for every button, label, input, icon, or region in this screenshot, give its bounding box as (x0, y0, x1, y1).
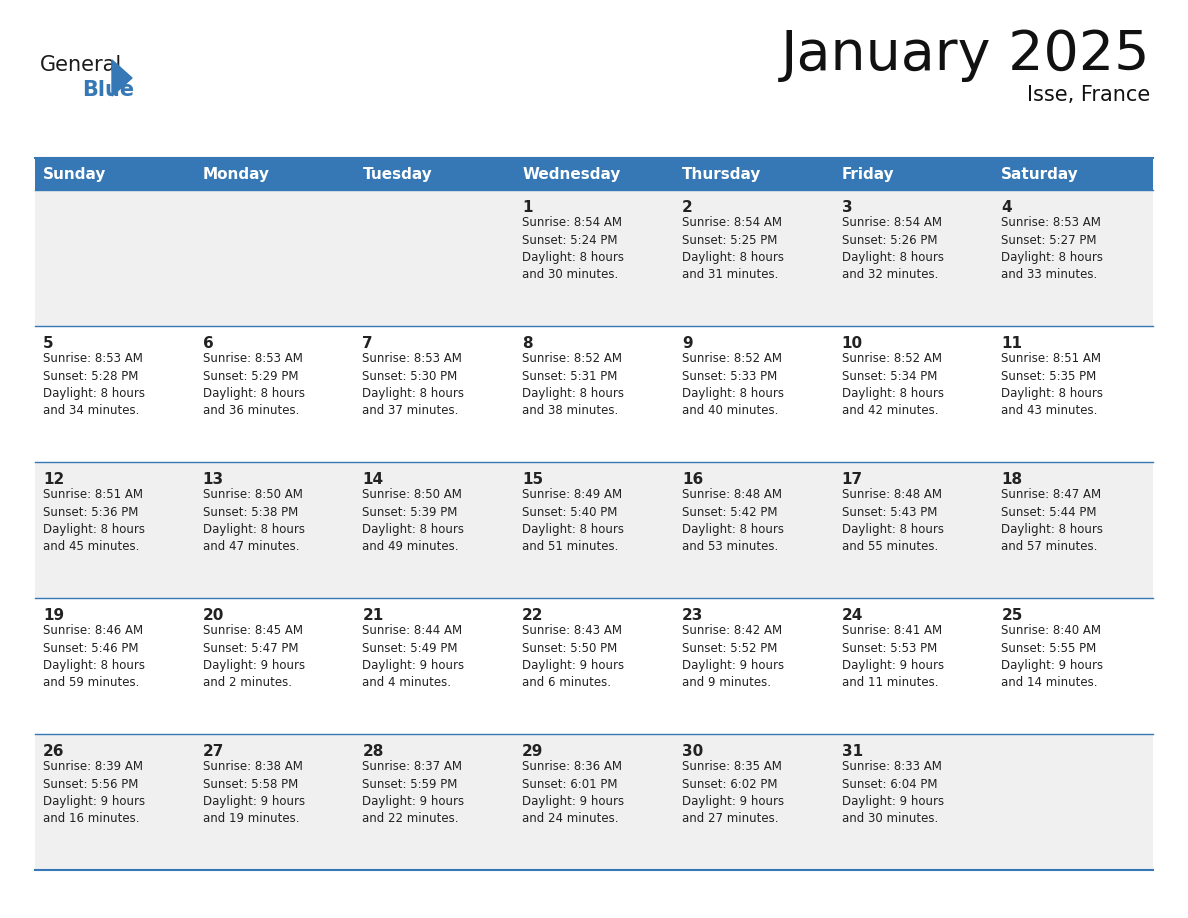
Text: 25: 25 (1001, 608, 1023, 623)
Text: January 2025: January 2025 (781, 28, 1150, 82)
Text: Sunrise: 8:45 AM
Sunset: 5:47 PM
Daylight: 9 hours
and 2 minutes.: Sunrise: 8:45 AM Sunset: 5:47 PM Dayligh… (203, 624, 305, 689)
Text: Isse, France: Isse, France (1026, 85, 1150, 105)
Text: Sunrise: 8:54 AM
Sunset: 5:26 PM
Daylight: 8 hours
and 32 minutes.: Sunrise: 8:54 AM Sunset: 5:26 PM Dayligh… (841, 216, 943, 282)
Text: Thursday: Thursday (682, 166, 762, 182)
Text: 2: 2 (682, 200, 693, 215)
Bar (34, 326, 1154, 462)
Text: 1: 1 (523, 200, 532, 215)
Text: Wednesday: Wednesday (523, 166, 620, 182)
Text: 21: 21 (362, 608, 384, 623)
Text: Tuesday: Tuesday (362, 166, 432, 182)
Text: Monday: Monday (203, 166, 270, 182)
Text: 13: 13 (203, 472, 223, 487)
Text: 6: 6 (203, 336, 214, 351)
Text: Sunrise: 8:41 AM
Sunset: 5:53 PM
Daylight: 9 hours
and 11 minutes.: Sunrise: 8:41 AM Sunset: 5:53 PM Dayligh… (841, 624, 943, 689)
Text: 18: 18 (1001, 472, 1023, 487)
Text: Sunrise: 8:50 AM
Sunset: 5:39 PM
Daylight: 8 hours
and 49 minutes.: Sunrise: 8:50 AM Sunset: 5:39 PM Dayligh… (362, 488, 465, 554)
Text: Sunrise: 8:43 AM
Sunset: 5:50 PM
Daylight: 9 hours
and 6 minutes.: Sunrise: 8:43 AM Sunset: 5:50 PM Dayligh… (523, 624, 624, 689)
Text: 24: 24 (841, 608, 862, 623)
Text: Sunrise: 8:51 AM
Sunset: 5:36 PM
Daylight: 8 hours
and 45 minutes.: Sunrise: 8:51 AM Sunset: 5:36 PM Dayligh… (43, 488, 145, 554)
Text: 14: 14 (362, 472, 384, 487)
Text: 23: 23 (682, 608, 703, 623)
Text: 30: 30 (682, 744, 703, 759)
Text: 17: 17 (841, 472, 862, 487)
Text: 19: 19 (43, 608, 64, 623)
Bar (34, 734, 1154, 870)
Text: Sunrise: 8:53 AM
Sunset: 5:29 PM
Daylight: 8 hours
and 36 minutes.: Sunrise: 8:53 AM Sunset: 5:29 PM Dayligh… (203, 352, 304, 418)
Text: Sunrise: 8:52 AM
Sunset: 5:31 PM
Daylight: 8 hours
and 38 minutes.: Sunrise: 8:52 AM Sunset: 5:31 PM Dayligh… (523, 352, 624, 418)
Text: 12: 12 (43, 472, 64, 487)
Text: Sunrise: 8:53 AM
Sunset: 5:30 PM
Daylight: 8 hours
and 37 minutes.: Sunrise: 8:53 AM Sunset: 5:30 PM Dayligh… (362, 352, 465, 418)
Bar (34, 462, 1154, 598)
Text: Sunrise: 8:37 AM
Sunset: 5:59 PM
Daylight: 9 hours
and 22 minutes.: Sunrise: 8:37 AM Sunset: 5:59 PM Dayligh… (362, 760, 465, 825)
Text: Sunrise: 8:50 AM
Sunset: 5:38 PM
Daylight: 8 hours
and 47 minutes.: Sunrise: 8:50 AM Sunset: 5:38 PM Dayligh… (203, 488, 304, 554)
Text: 8: 8 (523, 336, 532, 351)
Text: Sunrise: 8:42 AM
Sunset: 5:52 PM
Daylight: 9 hours
and 9 minutes.: Sunrise: 8:42 AM Sunset: 5:52 PM Dayligh… (682, 624, 784, 689)
Text: Sunrise: 8:48 AM
Sunset: 5:42 PM
Daylight: 8 hours
and 53 minutes.: Sunrise: 8:48 AM Sunset: 5:42 PM Dayligh… (682, 488, 784, 554)
Text: 15: 15 (523, 472, 543, 487)
Text: Sunday: Sunday (43, 166, 107, 182)
Text: Sunrise: 8:54 AM
Sunset: 5:25 PM
Daylight: 8 hours
and 31 minutes.: Sunrise: 8:54 AM Sunset: 5:25 PM Dayligh… (682, 216, 784, 282)
Text: 28: 28 (362, 744, 384, 759)
Text: 26: 26 (43, 744, 64, 759)
Text: 31: 31 (841, 744, 862, 759)
Text: Sunrise: 8:52 AM
Sunset: 5:33 PM
Daylight: 8 hours
and 40 minutes.: Sunrise: 8:52 AM Sunset: 5:33 PM Dayligh… (682, 352, 784, 418)
Text: 22: 22 (523, 608, 544, 623)
Text: 4: 4 (1001, 200, 1012, 215)
Bar (354, 158, 514, 190)
Bar (514, 158, 674, 190)
Text: Sunrise: 8:51 AM
Sunset: 5:35 PM
Daylight: 8 hours
and 43 minutes.: Sunrise: 8:51 AM Sunset: 5:35 PM Dayligh… (1001, 352, 1104, 418)
Text: Friday: Friday (841, 166, 895, 182)
Text: 16: 16 (682, 472, 703, 487)
Text: Sunrise: 8:48 AM
Sunset: 5:43 PM
Daylight: 8 hours
and 55 minutes.: Sunrise: 8:48 AM Sunset: 5:43 PM Dayligh… (841, 488, 943, 554)
Text: Sunrise: 8:39 AM
Sunset: 5:56 PM
Daylight: 9 hours
and 16 minutes.: Sunrise: 8:39 AM Sunset: 5:56 PM Dayligh… (43, 760, 145, 825)
Text: Sunrise: 8:53 AM
Sunset: 5:27 PM
Daylight: 8 hours
and 33 minutes.: Sunrise: 8:53 AM Sunset: 5:27 PM Dayligh… (1001, 216, 1104, 282)
Text: Sunrise: 8:35 AM
Sunset: 6:02 PM
Daylight: 9 hours
and 27 minutes.: Sunrise: 8:35 AM Sunset: 6:02 PM Dayligh… (682, 760, 784, 825)
Text: 20: 20 (203, 608, 225, 623)
Text: 10: 10 (841, 336, 862, 351)
Text: Sunrise: 8:52 AM
Sunset: 5:34 PM
Daylight: 8 hours
and 42 minutes.: Sunrise: 8:52 AM Sunset: 5:34 PM Dayligh… (841, 352, 943, 418)
Text: 27: 27 (203, 744, 225, 759)
Text: Sunrise: 8:53 AM
Sunset: 5:28 PM
Daylight: 8 hours
and 34 minutes.: Sunrise: 8:53 AM Sunset: 5:28 PM Dayligh… (43, 352, 145, 418)
Bar (834, 158, 993, 190)
Text: 7: 7 (362, 336, 373, 351)
Bar (674, 158, 834, 190)
Text: 3: 3 (841, 200, 852, 215)
Text: 5: 5 (43, 336, 53, 351)
Text: 29: 29 (523, 744, 544, 759)
Text: Sunrise: 8:40 AM
Sunset: 5:55 PM
Daylight: 9 hours
and 14 minutes.: Sunrise: 8:40 AM Sunset: 5:55 PM Dayligh… (1001, 624, 1104, 689)
Bar (195, 158, 354, 190)
Text: General: General (40, 55, 122, 75)
Text: 9: 9 (682, 336, 693, 351)
Text: Sunrise: 8:36 AM
Sunset: 6:01 PM
Daylight: 9 hours
and 24 minutes.: Sunrise: 8:36 AM Sunset: 6:01 PM Dayligh… (523, 760, 624, 825)
Polygon shape (112, 60, 132, 96)
Text: Sunrise: 8:33 AM
Sunset: 6:04 PM
Daylight: 9 hours
and 30 minutes.: Sunrise: 8:33 AM Sunset: 6:04 PM Dayligh… (841, 760, 943, 825)
Bar (34, 598, 1154, 734)
Text: Sunrise: 8:38 AM
Sunset: 5:58 PM
Daylight: 9 hours
and 19 minutes.: Sunrise: 8:38 AM Sunset: 5:58 PM Dayligh… (203, 760, 305, 825)
Text: Sunrise: 8:54 AM
Sunset: 5:24 PM
Daylight: 8 hours
and 30 minutes.: Sunrise: 8:54 AM Sunset: 5:24 PM Dayligh… (523, 216, 624, 282)
Bar (993, 158, 1154, 190)
Text: Blue: Blue (82, 80, 134, 100)
Text: 11: 11 (1001, 336, 1023, 351)
Text: Sunrise: 8:44 AM
Sunset: 5:49 PM
Daylight: 9 hours
and 4 minutes.: Sunrise: 8:44 AM Sunset: 5:49 PM Dayligh… (362, 624, 465, 689)
Bar (34, 190, 1154, 326)
Text: Sunrise: 8:46 AM
Sunset: 5:46 PM
Daylight: 8 hours
and 59 minutes.: Sunrise: 8:46 AM Sunset: 5:46 PM Dayligh… (43, 624, 145, 689)
Text: Saturday: Saturday (1001, 166, 1079, 182)
Text: Sunrise: 8:49 AM
Sunset: 5:40 PM
Daylight: 8 hours
and 51 minutes.: Sunrise: 8:49 AM Sunset: 5:40 PM Dayligh… (523, 488, 624, 554)
Text: Sunrise: 8:47 AM
Sunset: 5:44 PM
Daylight: 8 hours
and 57 minutes.: Sunrise: 8:47 AM Sunset: 5:44 PM Dayligh… (1001, 488, 1104, 554)
Bar (34, 158, 195, 190)
